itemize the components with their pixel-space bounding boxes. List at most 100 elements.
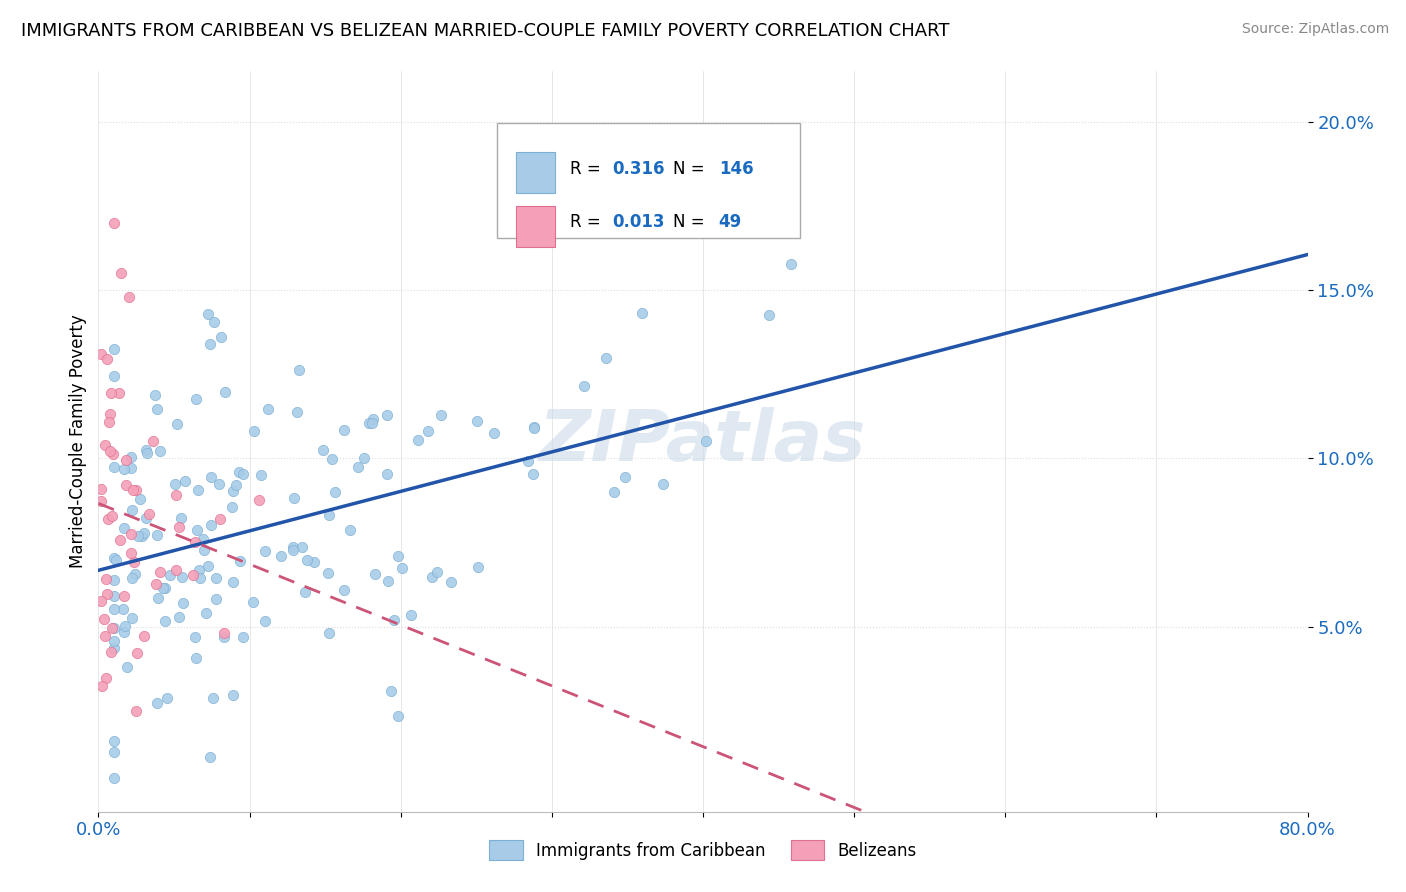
Point [283,491,305,506]
Point [429,409,451,423]
Point [253,543,276,558]
Point [333,582,356,597]
Point [122,555,145,569]
Point [124,567,146,582]
Point [523,420,546,434]
Point [174,475,197,489]
Point [377,467,399,481]
Point [197,559,219,574]
Point [129,491,152,506]
Point [440,575,463,590]
Point [339,523,361,537]
Point [98,415,121,429]
Text: R =: R = [569,160,606,178]
Point [103,343,125,357]
Point [103,602,125,616]
Point [120,450,142,465]
Point [145,577,167,591]
Text: 0.013: 0.013 [613,213,665,231]
Point [270,549,292,564]
Bar [516,153,555,193]
Point [228,465,250,479]
Point [152,581,174,595]
Point [127,528,149,542]
Point [98,407,121,421]
Point [288,363,311,377]
Point [121,503,143,517]
Point [135,511,157,525]
Text: N =: N = [673,160,710,178]
Point [200,517,222,532]
Point [107,386,129,401]
Point [221,500,243,514]
Point [167,520,190,534]
Point [187,483,209,497]
Point [112,602,135,616]
Point [110,266,132,280]
Point [184,650,207,665]
Point [222,484,245,499]
Point [117,659,139,673]
Point [94,438,117,452]
Point [377,574,399,589]
Point [332,423,354,437]
Point [125,704,148,718]
Point [418,424,440,438]
Point [291,540,314,554]
Point [257,401,280,416]
Point [406,433,429,447]
Point [120,461,142,475]
Y-axis label: Married-Couple Family Poverty: Married-Couple Family Poverty [69,315,87,568]
Point [118,290,141,304]
Point [90,347,112,361]
Point [142,434,165,448]
Point [159,567,181,582]
Point [156,690,179,705]
Point [110,533,132,547]
Point [100,621,122,635]
Point [321,452,343,467]
Point [522,467,544,482]
Point [100,386,122,401]
Point [465,414,488,428]
Point [114,453,136,467]
Text: N =: N = [673,213,710,231]
Point [193,543,215,558]
Point [285,405,308,419]
Point [758,308,780,322]
Point [221,575,243,590]
Point [90,679,112,693]
Point [281,541,304,555]
Point [353,450,375,465]
Point [96,352,118,367]
Point [208,476,231,491]
Point [149,565,172,579]
Text: Source: ZipAtlas.com: Source: ZipAtlas.com [1241,22,1389,37]
Point [346,460,368,475]
Point [205,571,228,585]
Point [209,512,232,526]
Point [103,745,125,759]
Point [318,508,340,522]
Point [399,607,422,622]
Point [163,476,186,491]
Point [631,306,654,320]
Point [166,417,188,432]
Text: ZIPatlas: ZIPatlas [540,407,866,476]
Point [115,477,138,491]
Point [232,630,254,644]
Point [103,550,125,565]
Point [603,484,626,499]
Point [90,482,112,496]
Point [170,510,193,524]
Point [375,408,398,422]
Point [232,467,254,482]
Point [201,690,224,705]
Point [112,521,135,535]
Point [572,379,595,393]
Point [145,696,167,710]
Point [214,384,236,399]
FancyBboxPatch shape [498,123,800,238]
Point [242,424,264,438]
Point [96,587,118,601]
